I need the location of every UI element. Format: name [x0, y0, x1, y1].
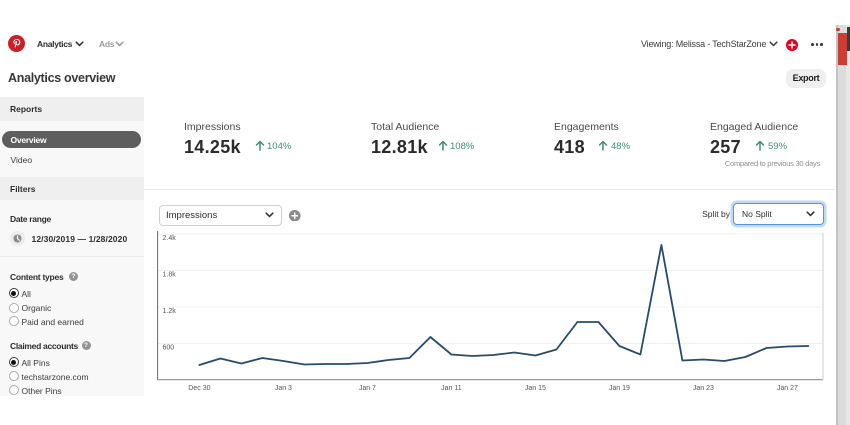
svg-text:1.2k: 1.2k [163, 308, 177, 315]
svg-text:Jan 11: Jan 11 [441, 385, 462, 392]
svg-text:Jan 7: Jan 7 [359, 385, 376, 392]
svg-text:Jan 19: Jan 19 [609, 385, 630, 392]
svg-text:Jan 23: Jan 23 [693, 385, 714, 392]
svg-text:2.4k: 2.4k [163, 235, 177, 242]
svg-text:Jan 3: Jan 3 [275, 385, 292, 392]
svg-text:600: 600 [163, 345, 175, 352]
svg-text:Jan 15: Jan 15 [525, 385, 546, 392]
svg-text:Jan 27: Jan 27 [777, 385, 798, 392]
svg-text:Dec 30: Dec 30 [188, 385, 210, 392]
svg-text:1.8k: 1.8k [163, 272, 177, 279]
